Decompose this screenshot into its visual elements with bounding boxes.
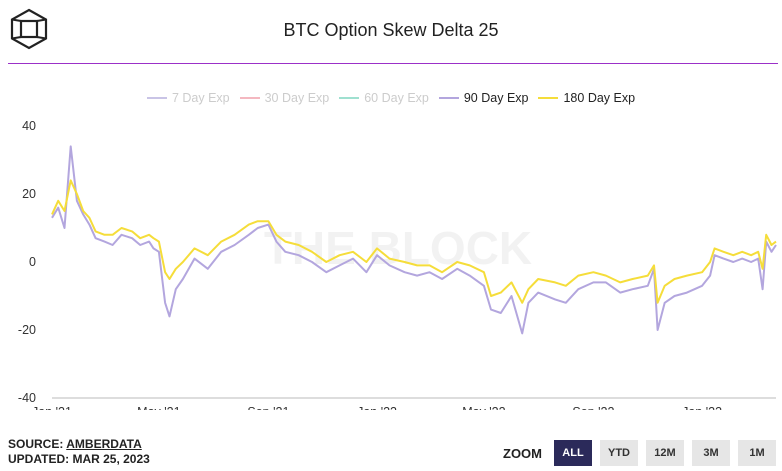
y-tick-label: 0 — [29, 255, 36, 269]
series-line-90-day-exp — [51, 145, 777, 335]
legend-item-60-day-exp[interactable]: 60 Day Exp — [339, 90, 429, 106]
legend-swatch — [339, 97, 360, 99]
x-tick-label: Jan '22 — [357, 405, 397, 410]
legend-label: 180 Day Exp — [563, 91, 636, 105]
x-tick-label: Jan '23 — [682, 405, 722, 410]
legend-label: 30 Day Exp — [264, 91, 330, 105]
legend-item-90-day-exp[interactable]: 90 Day Exp — [438, 90, 529, 106]
series-line-180-day-exp — [51, 179, 777, 304]
y-tick-label: 20 — [22, 187, 36, 201]
y-tick-label: -40 — [18, 391, 36, 405]
zoom-button-all[interactable]: ALL — [554, 440, 592, 466]
legend-item-180-day-exp[interactable]: 180 Day Exp — [538, 90, 635, 106]
source-link[interactable]: AMBERDATA — [66, 437, 142, 451]
zoom-button-ytd[interactable]: YTD — [600, 440, 638, 466]
legend-swatch — [438, 97, 459, 99]
line-chart: THE BLOCK 40 20 0 -20 -40Jan '21 May '21 Sep '… — [18, 119, 777, 410]
chart-title: BTC Option Skew Delta 25 — [283, 20, 499, 40]
title-divider — [8, 63, 778, 64]
legend-swatch — [239, 97, 260, 99]
legend-label: 90 Day Exp — [463, 91, 529, 105]
watermark: THE BLOCK — [264, 222, 532, 274]
y-tick-label: -20 — [18, 323, 36, 337]
legend-swatch — [538, 97, 559, 99]
legend-swatch — [146, 97, 167, 99]
the-block-logo-icon — [8, 8, 50, 50]
zoom-controls: ZOOM ALL YTD 12M 3M 1M — [503, 440, 776, 466]
source-block: SOURCE: AMBERDATA UPDATED: MAR 25, 2023 — [8, 437, 150, 467]
x-tick-label: Jan '21 — [32, 405, 72, 410]
chart-legend: 7 Day Exp 30 Day Exp 60 Day Exp 90 Day Exp 1… — [0, 90, 782, 106]
x-tick-label: May '21 — [137, 405, 180, 410]
x-tick-label: Sep '21 — [247, 405, 289, 410]
legend-label: 60 Day Exp — [364, 91, 429, 105]
source-line: SOURCE: AMBERDATA — [8, 437, 150, 452]
zoom-button-1m[interactable]: 1M — [738, 440, 776, 466]
source-prefix: SOURCE: — [8, 437, 67, 451]
updated-date: UPDATED: MAR 25, 2023 — [8, 452, 150, 466]
zoom-button-12m[interactable]: 12M — [646, 440, 684, 466]
y-tick-label: 40 — [22, 119, 36, 133]
legend-label: 7 Day Exp — [171, 91, 230, 105]
legend-item-7-day-exp[interactable]: 7 Day Exp — [146, 90, 230, 106]
x-tick-label: Sep '22 — [572, 405, 614, 410]
x-tick-label: May '22 — [462, 405, 505, 410]
zoom-label: ZOOM — [503, 445, 542, 461]
legend-item-30-day-exp[interactable]: 30 Day Exp — [239, 90, 330, 106]
zoom-button-3m[interactable]: 3M — [692, 440, 730, 466]
